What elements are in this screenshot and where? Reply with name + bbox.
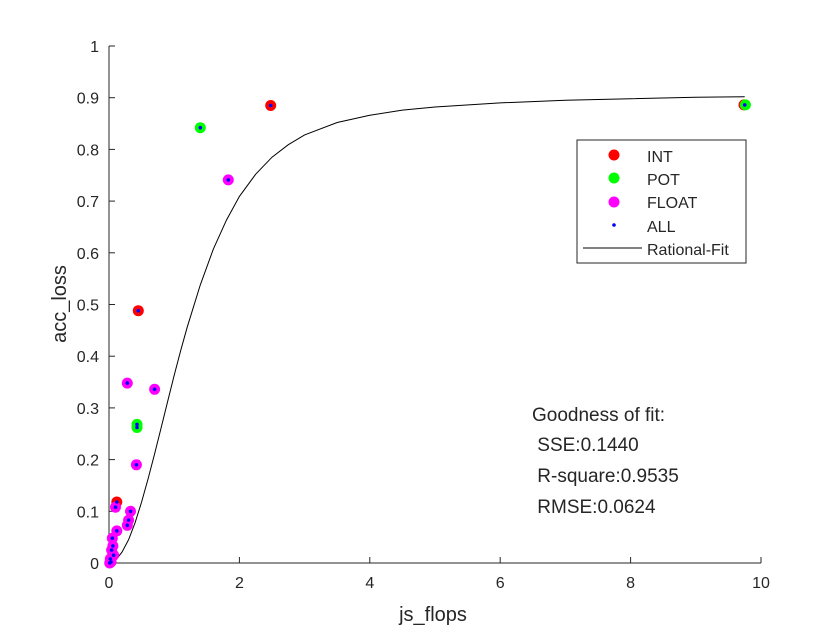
all-point: [136, 308, 141, 313]
ticks-layer: 0 2 4 6 8 10 0 0.1 0.2 0.3 0.4 0.5 0.6 0.7 0.8 0.9 1: [77, 39, 770, 592]
rmse-text: RMSE:0.0624: [532, 497, 656, 518]
points-layer: [104, 99, 751, 569]
legend-pot-label: POT: [647, 172, 680, 189]
all-point: [742, 103, 747, 107]
x-tick-label: 2: [235, 575, 244, 592]
all-point: [111, 544, 115, 548]
legend-all-label: ALL: [647, 219, 676, 236]
all-point: [126, 518, 131, 522]
all-point: [134, 463, 139, 467]
all-point: [135, 425, 139, 430]
all-point: [128, 509, 133, 514]
y-tick-label: 0.1: [77, 504, 99, 521]
y-tick-label: 0: [90, 556, 99, 573]
legend-float-label: FLOAT: [647, 195, 698, 212]
all-point: [135, 422, 139, 427]
x-tick-label: 6: [496, 575, 505, 592]
legend-item-pot: POT: [608, 172, 680, 189]
all-point: [268, 103, 273, 108]
all-point: [107, 561, 112, 565]
all-point: [198, 125, 203, 130]
goodness-of-fit-title: Goodness of fit:: [532, 405, 665, 426]
all-point: [115, 529, 119, 533]
all-point: [152, 387, 157, 392]
fit-curve-layer: [108, 96, 745, 564]
x-tick-label: 8: [626, 575, 635, 592]
y-tick-label: 0.2: [77, 453, 99, 470]
all-point: [108, 557, 113, 561]
y-tick-label: 0.4: [77, 349, 99, 366]
all-point: [125, 381, 130, 385]
legend-all-marker: [612, 223, 616, 227]
legend-item-float: FLOAT: [608, 195, 698, 212]
all-point: [125, 523, 130, 528]
y-tick-label: 0.3: [77, 401, 99, 418]
goodness-of-fit-annotation: Goodness of fit: SSE:0.1440 R-square:0.9…: [532, 405, 679, 518]
all-point: [110, 536, 115, 540]
legend-item-all: ALL: [612, 219, 676, 236]
legend-item-rational-fit: Rational-Fit: [583, 242, 729, 259]
legend: INT POT FLOAT ALL Rational-Fit: [576, 139, 747, 264]
rational-fit-curve: [108, 96, 745, 564]
x-axis-label: js_flops: [398, 604, 467, 626]
legend-fit-label: Rational-Fit: [647, 242, 729, 259]
all-point: [113, 505, 118, 510]
y-tick-label: 0.6: [77, 246, 99, 263]
y-tick-label: 0.5: [77, 298, 99, 315]
legend-int-marker: [608, 149, 620, 161]
legend-item-int: INT: [608, 149, 673, 166]
y-tick-label: 0.7: [77, 194, 99, 211]
legend-float-marker: [608, 196, 620, 208]
legend-int-label: INT: [647, 149, 673, 166]
y-tick-label: 0.8: [77, 142, 99, 159]
all-point: [115, 500, 119, 504]
legend-pot-marker: [608, 172, 620, 184]
r-square-text: R-square:0.9535: [532, 466, 679, 487]
legend-box: [576, 139, 747, 264]
x-tick-label: 10: [752, 575, 770, 592]
all-point: [226, 178, 231, 182]
x-tick-label: 4: [365, 575, 374, 592]
all-point: [109, 548, 114, 552]
y-tick-label: 1: [90, 39, 99, 56]
all-point: [111, 553, 116, 557]
x-tick-label: 0: [105, 575, 114, 592]
y-axis-label: acc_loss: [49, 265, 71, 343]
y-tick-label: 0.9: [77, 91, 99, 108]
sse-text: SSE:0.1440: [532, 435, 639, 456]
